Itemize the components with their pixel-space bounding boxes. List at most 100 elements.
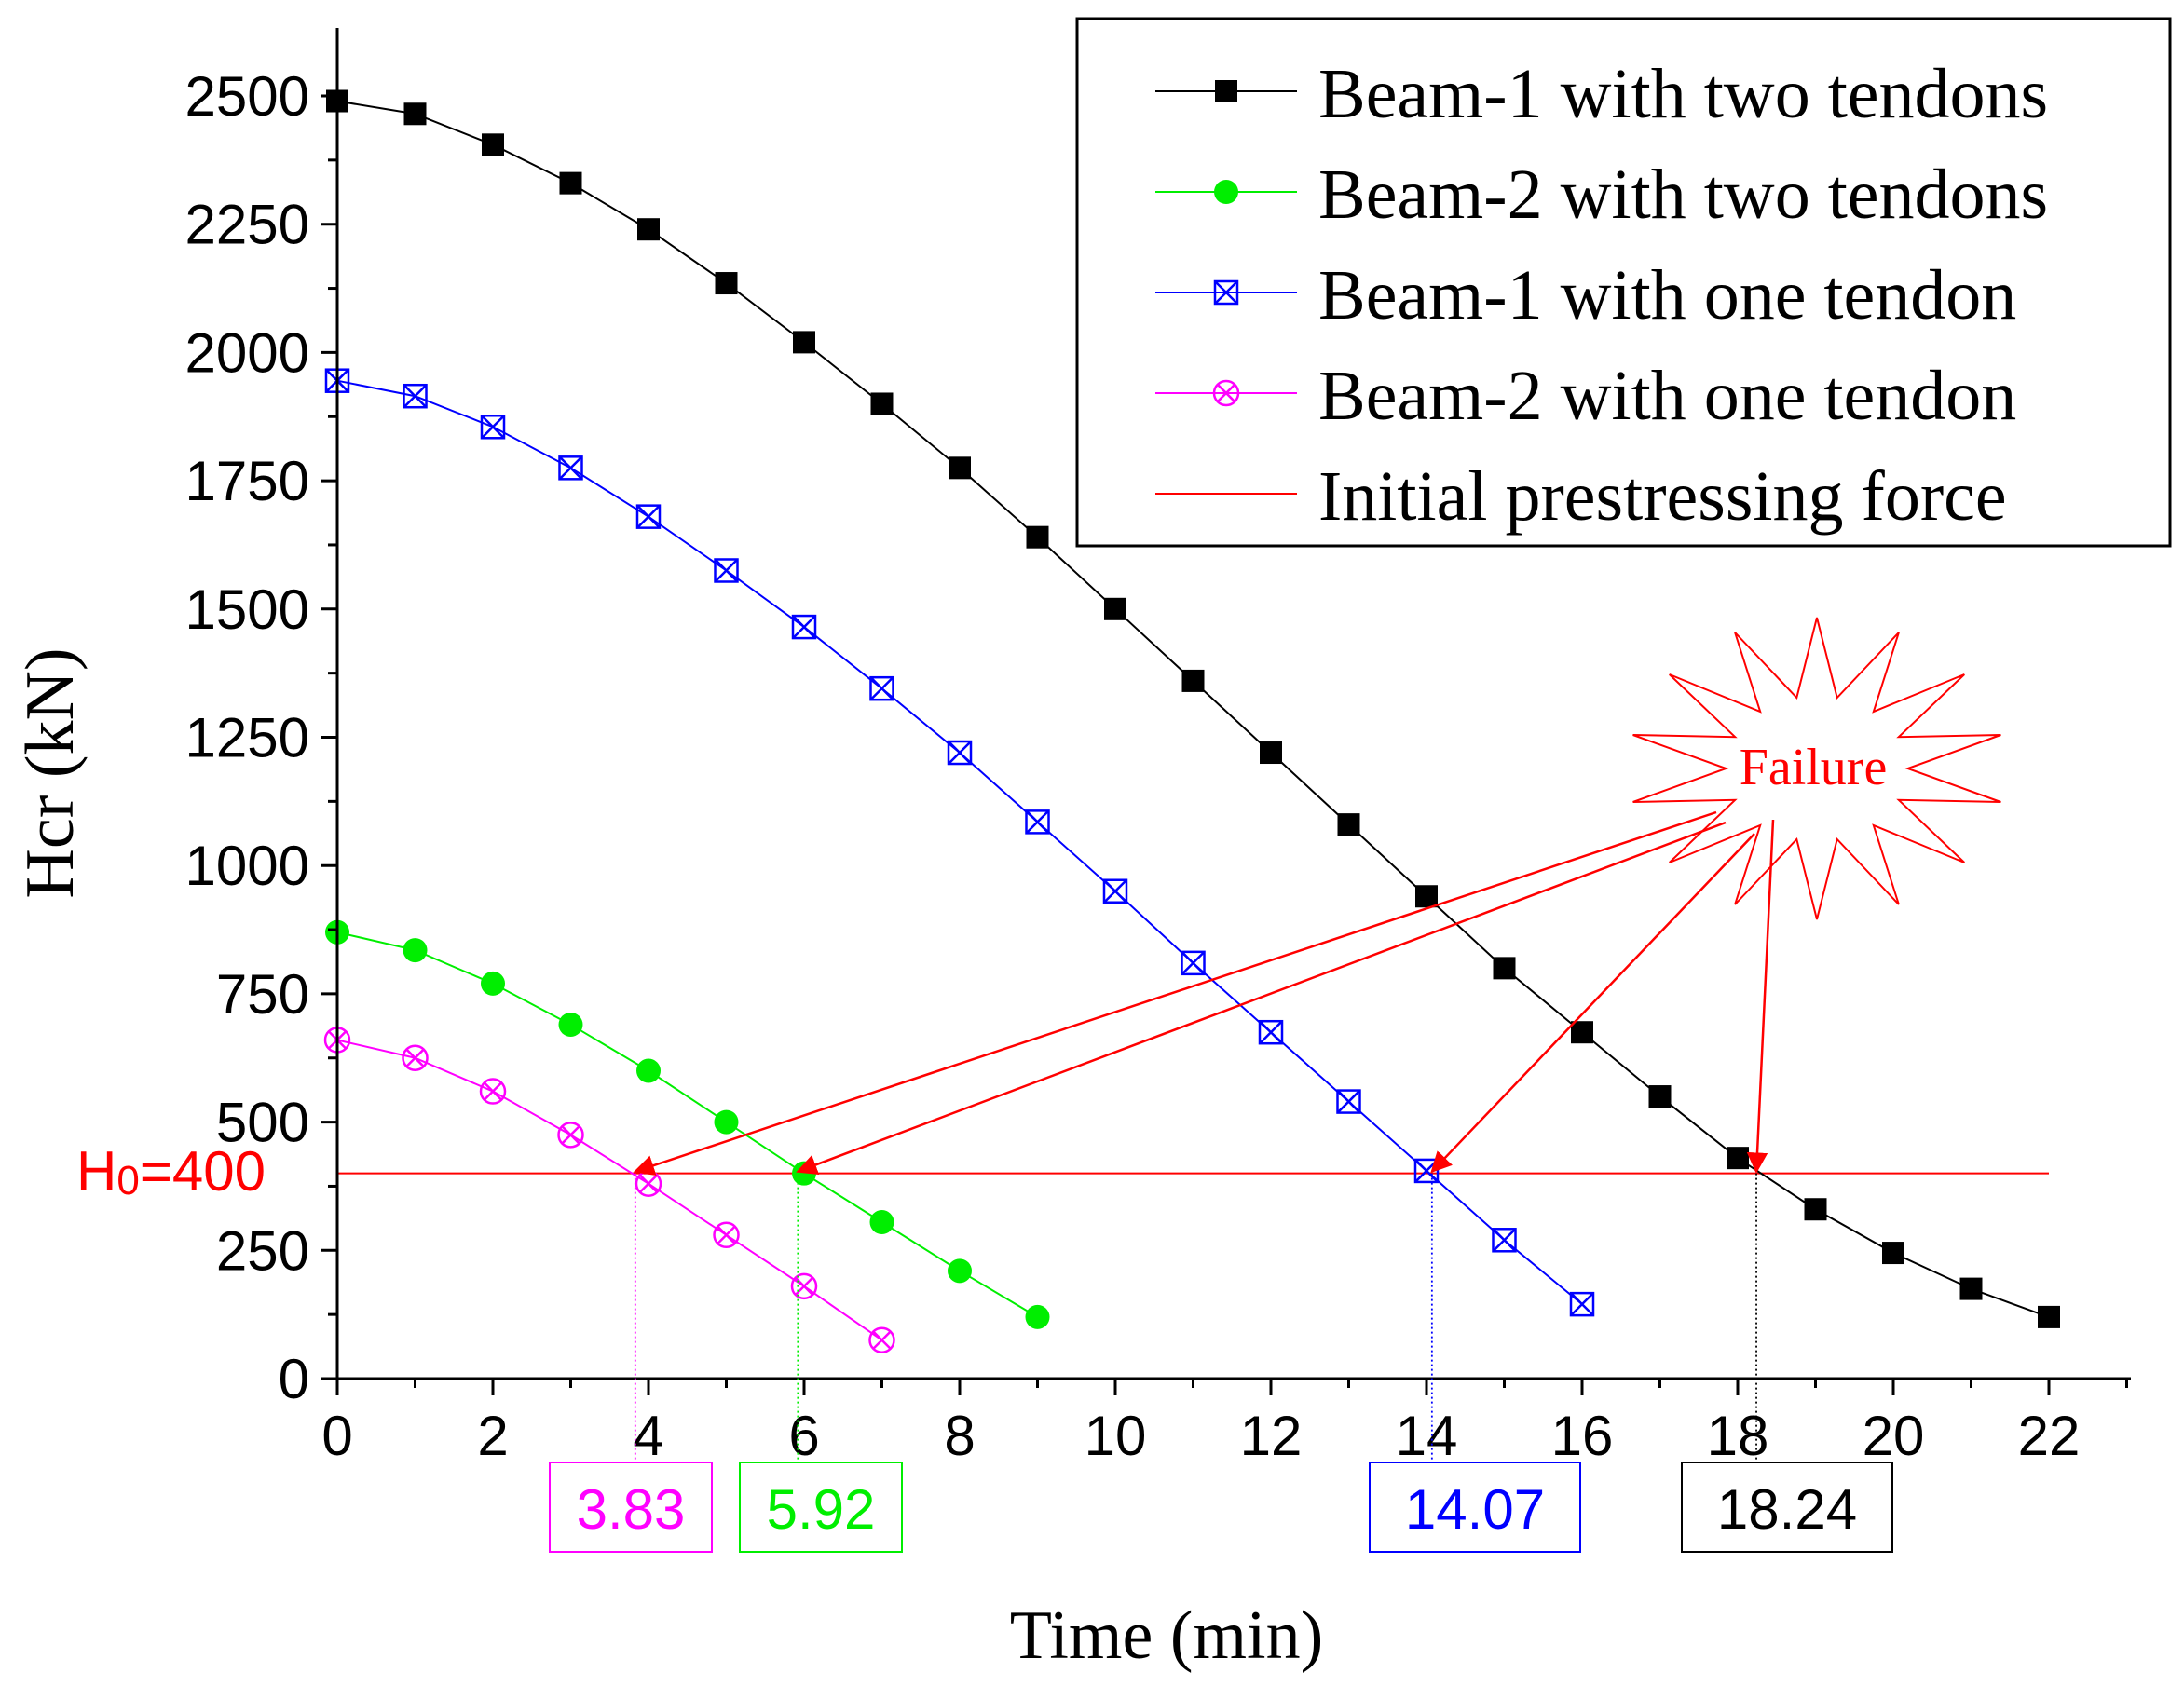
marker-box — [1569, 1291, 1595, 1317]
marker-cross — [405, 1048, 425, 1067]
marker-box — [635, 504, 662, 529]
marker-box — [869, 675, 894, 701]
failure-value-box — [549, 1462, 713, 1553]
data-point — [636, 1058, 661, 1083]
data-point — [869, 1210, 894, 1235]
data-point — [1212, 379, 1240, 407]
data-point — [1025, 1304, 1050, 1329]
data-point — [869, 675, 894, 701]
data-point — [558, 1012, 583, 1037]
x-tick-label: 18 — [1707, 1405, 1769, 1467]
data-point — [637, 218, 660, 241]
marker-ring — [868, 1326, 895, 1353]
legend-entry-4: Beam-2 with one tendon — [1155, 357, 2016, 435]
data-point — [1882, 1242, 1904, 1265]
y-tick-label: 2000 — [185, 321, 309, 384]
legend-label: Beam-1 with two tendons — [1318, 55, 2048, 133]
data-point — [1413, 1158, 1440, 1184]
data-point — [1727, 1147, 1749, 1170]
marker-box — [480, 415, 506, 440]
marker-cross — [792, 615, 816, 639]
marker-cross — [1181, 950, 1206, 975]
marker-ring — [557, 1122, 584, 1149]
data-point — [559, 171, 582, 195]
failure-arrow — [796, 821, 1727, 1176]
data-point — [790, 1272, 818, 1300]
data-point — [558, 455, 583, 481]
marker-cross — [1336, 1089, 1361, 1114]
data-point — [403, 938, 428, 963]
data-point — [1102, 878, 1128, 904]
data-point — [1258, 1019, 1284, 1045]
legend-entry-5: Initial prestressing force — [1155, 457, 2007, 536]
data-point — [1181, 669, 1205, 692]
data-point — [1336, 1089, 1361, 1114]
data-point — [714, 1109, 739, 1135]
failure-value-box — [739, 1462, 903, 1553]
marker-cross — [1216, 383, 1236, 403]
series-line — [336, 1039, 883, 1341]
data-point — [1648, 1085, 1672, 1108]
data-point — [635, 504, 662, 529]
series-2 — [325, 919, 1050, 1329]
data-point — [1260, 741, 1282, 765]
legend-label: Beam-2 with two tendons — [1318, 156, 2048, 234]
failure-marker-2: 5.92 — [739, 821, 1727, 1553]
series-3 — [324, 368, 1595, 1317]
data-point — [403, 102, 427, 126]
failure-value-label: 3.83 — [577, 1478, 686, 1541]
data-point — [1959, 1277, 1983, 1300]
marker-cross — [1025, 809, 1050, 835]
data-point — [1337, 813, 1360, 836]
data-point — [1181, 950, 1206, 976]
failure-marker-4: 18.24 — [1681, 819, 1893, 1553]
data-point — [403, 383, 428, 409]
marker-box — [1336, 1089, 1361, 1114]
data-point — [1214, 180, 1238, 204]
y-tick-label: 2500 — [185, 65, 309, 128]
data-point — [1492, 1228, 1517, 1253]
y-tick-label: 750 — [216, 963, 309, 1026]
failure-marker-3: 14.07 — [1369, 833, 1755, 1553]
y-tick-label: 1250 — [185, 707, 309, 769]
x-tick-label: 12 — [1240, 1405, 1303, 1467]
series-layer — [323, 89, 2060, 1353]
data-point — [1026, 525, 1049, 549]
data-point — [947, 740, 973, 766]
marker-cross — [483, 1081, 503, 1101]
marker-ring — [790, 1272, 818, 1300]
data-point — [868, 1326, 895, 1353]
y-tick-label: 500 — [216, 1092, 309, 1154]
x-tick-label: 8 — [944, 1405, 975, 1467]
marker-cross — [558, 455, 583, 481]
data-point — [481, 971, 505, 996]
marker-cross — [714, 558, 739, 583]
data-point — [1569, 1291, 1595, 1317]
marker-box — [1492, 1228, 1517, 1253]
x-tick-label: 14 — [1396, 1405, 1458, 1467]
marker-box — [403, 383, 428, 409]
series-line — [336, 931, 1039, 1318]
series-1 — [326, 89, 2060, 1328]
marker-cross — [717, 1225, 736, 1244]
data-point — [1571, 1021, 1593, 1044]
failure-starburst — [1632, 617, 2001, 920]
marker-cross — [1103, 878, 1127, 904]
data-point — [949, 456, 971, 480]
x-tick-label: 6 — [788, 1405, 819, 1467]
failure-arrow — [633, 810, 1717, 1176]
marker-box — [1181, 950, 1206, 976]
data-point — [870, 392, 894, 415]
data-point — [2038, 1305, 2060, 1328]
data-point — [1025, 809, 1050, 835]
x-tick-label: 2 — [477, 1405, 508, 1467]
data-point — [793, 331, 815, 354]
x-tick-label: 20 — [1863, 1405, 1925, 1467]
y-tick-label: 250 — [216, 1219, 309, 1282]
y-axis-title: Hcr (kN) — [12, 647, 89, 898]
legend: Beam-1 with two tendons Beam-2 with two t… — [1075, 17, 2172, 548]
marker-ring — [479, 1078, 507, 1105]
marker-cross — [638, 1174, 659, 1193]
data-point — [1493, 957, 1516, 980]
data-point — [713, 1221, 740, 1249]
